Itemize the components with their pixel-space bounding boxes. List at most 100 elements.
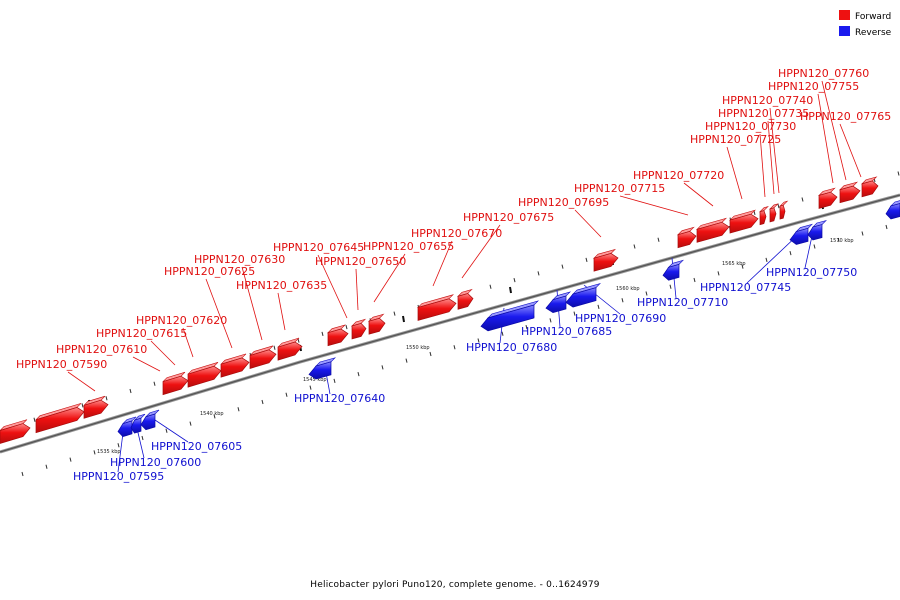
leader-line bbox=[132, 356, 161, 372]
tick-mark-below bbox=[501, 331, 504, 336]
genome-backbone bbox=[0, 193, 900, 454]
tick-mark-below bbox=[165, 428, 168, 433]
reverse-gene-arrow[interactable] bbox=[565, 283, 602, 308]
forward-gene-arrow[interactable] bbox=[778, 200, 789, 220]
forward-gene-label: HPPN120_07740 bbox=[722, 94, 813, 107]
tick-mark-above bbox=[345, 324, 348, 330]
tick-mark-above bbox=[321, 331, 324, 336]
leader-line bbox=[205, 278, 233, 349]
forward-gene-arrow[interactable] bbox=[695, 217, 730, 243]
leader-line bbox=[574, 209, 602, 238]
tick-mark-below bbox=[453, 345, 456, 350]
reverse-gene-label: HPPN120_07690 bbox=[575, 312, 666, 325]
tick-mark-above bbox=[777, 204, 780, 209]
kbp-tick-label: 1545 kbp bbox=[303, 377, 327, 383]
tick-mark-below bbox=[117, 443, 120, 448]
tick-mark-below bbox=[717, 271, 720, 276]
tick-mark-above bbox=[81, 403, 84, 408]
forward-gene-arrow[interactable] bbox=[350, 318, 367, 340]
tick-mark-below bbox=[69, 457, 72, 462]
kbp-tick-label: 1535 kbp bbox=[97, 449, 121, 455]
tick-mark-below bbox=[333, 378, 336, 383]
tick-mark-above bbox=[801, 197, 804, 202]
tick-mark-below bbox=[309, 385, 312, 390]
forward-gene-arrow[interactable] bbox=[768, 203, 779, 223]
kbp-tick-label: 1550 kbp bbox=[406, 345, 430, 351]
reverse-gene-label: HPPN120_07600 bbox=[110, 456, 201, 469]
forward-gene-label: HPPN120_07725 bbox=[690, 133, 781, 146]
forward-gene-label: HPPN120_07720 bbox=[633, 169, 724, 182]
reverse-gene-label: HPPN120_07745 bbox=[700, 281, 791, 294]
leader-line bbox=[317, 254, 348, 319]
leader-line bbox=[148, 415, 189, 443]
reverse-gene-arrow[interactable] bbox=[308, 357, 337, 380]
reverse-gene-arrow[interactable] bbox=[480, 300, 540, 332]
forward-gene-arrow[interactable] bbox=[592, 248, 619, 272]
tick-mark-below bbox=[285, 392, 288, 397]
reverse-gene-arrow[interactable] bbox=[140, 409, 160, 431]
forward-gene-label: HPPN120_07730 bbox=[705, 120, 796, 133]
forward-gene-label: HPPN120_07760 bbox=[778, 67, 869, 80]
forward-gene-arrow[interactable] bbox=[35, 403, 85, 434]
forward-gene-arrow[interactable] bbox=[456, 288, 474, 310]
forward-gene-arrow[interactable] bbox=[220, 353, 250, 378]
forward-gene-arrow[interactable] bbox=[817, 187, 838, 209]
forward-gene-arrow[interactable] bbox=[367, 313, 386, 335]
forward-gene-arrow[interactable] bbox=[83, 395, 109, 419]
legend-reverse-swatch bbox=[839, 26, 850, 36]
forward-gene-arrow[interactable] bbox=[416, 294, 457, 321]
leader-line bbox=[839, 123, 862, 178]
leader-line bbox=[817, 93, 834, 184]
forward-gene-label: HPPN120_07765 bbox=[800, 110, 891, 123]
reverse-gene-arrow[interactable] bbox=[130, 413, 146, 434]
forward-gene-label: HPPN120_07625 bbox=[164, 265, 255, 278]
tick-mark-above bbox=[513, 277, 516, 283]
map-title: Helicobacter pylori Puno120, complete ge… bbox=[310, 580, 599, 590]
tick-mark-below bbox=[885, 224, 888, 230]
tick-mark-above bbox=[633, 244, 636, 249]
forward-gene-label: HPPN120_07610 bbox=[56, 343, 147, 356]
reverse-gene-arrow[interactable] bbox=[885, 200, 900, 220]
forward-gene-arrow[interactable] bbox=[326, 324, 349, 347]
reverse-gene-arrow[interactable] bbox=[662, 259, 685, 281]
leader-line bbox=[767, 120, 775, 195]
forward-gene-label: HPPN120_07615 bbox=[96, 327, 187, 340]
reverse-gene-label: HPPN120_07595 bbox=[73, 470, 164, 483]
leader-line bbox=[683, 182, 714, 207]
forward-gene-label: HPPN120_07620 bbox=[136, 314, 227, 327]
legend-forward-label: Forward bbox=[855, 12, 891, 22]
forward-gene-arrow[interactable] bbox=[187, 362, 222, 388]
forward-gene-arrow[interactable] bbox=[728, 209, 759, 234]
leader-line bbox=[241, 266, 263, 341]
forward-gene-arrow[interactable] bbox=[860, 176, 879, 198]
tick-mark-below bbox=[21, 471, 24, 477]
tick-mark-below bbox=[213, 414, 216, 419]
tick-mark-below bbox=[597, 304, 600, 310]
reverse-gene-arrow[interactable] bbox=[545, 291, 572, 314]
forward-gene-arrow[interactable] bbox=[0, 419, 31, 444]
forward-gene-arrow[interactable] bbox=[249, 345, 277, 369]
tick-mark-above bbox=[33, 417, 36, 422]
tick-mark-below bbox=[429, 351, 432, 357]
tick-mark-below bbox=[525, 324, 528, 330]
reverse-gene-arrow[interactable] bbox=[807, 219, 828, 241]
tick-mark-above bbox=[561, 264, 564, 269]
forward-gene-arrow[interactable] bbox=[838, 181, 861, 204]
tick-mark-above bbox=[297, 338, 300, 343]
forward-gene-label: HPPN120_07645 bbox=[273, 241, 364, 254]
forward-gene-arrow[interactable] bbox=[277, 337, 303, 361]
forward-gene-arrow[interactable] bbox=[758, 206, 769, 226]
tick-mark-above bbox=[753, 210, 756, 216]
tick-mark-below bbox=[45, 464, 48, 469]
forward-gene-arrow[interactable] bbox=[162, 371, 189, 396]
tick-mark-below bbox=[549, 318, 552, 323]
leader-line bbox=[67, 371, 96, 392]
tick-mark-below bbox=[237, 407, 240, 412]
forward-gene-label: HPPN120_07655 bbox=[363, 240, 454, 253]
tick-mark-above bbox=[105, 396, 108, 401]
tick-mark-below bbox=[645, 291, 648, 296]
forward-gene-arrow[interactable] bbox=[676, 226, 697, 249]
tick-mark-below bbox=[477, 338, 480, 343]
